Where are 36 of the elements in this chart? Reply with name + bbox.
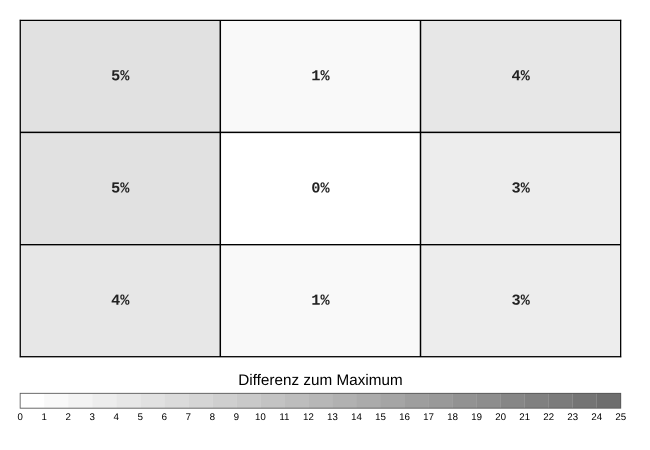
color-bar-label: 23 xyxy=(568,413,578,420)
color-bar-label: 13 xyxy=(328,413,338,420)
color-bar-label: 22 xyxy=(544,413,554,420)
color-bar-label: 15 xyxy=(376,413,386,420)
data-label: 1% xyxy=(312,70,330,80)
color-bar-label: 0 xyxy=(18,413,22,420)
data-label: 1% xyxy=(312,294,330,305)
color-bar-label: 5 xyxy=(138,413,143,420)
color-bar-label: 19 xyxy=(472,413,482,420)
color-bar-label: 7 xyxy=(186,413,191,420)
color-bar-label: 20 xyxy=(496,413,506,420)
color-bar-label: 1 xyxy=(42,413,46,420)
color-bar-title: Differenz zum Maximum xyxy=(239,374,402,386)
color-bar-label: 16 xyxy=(400,413,410,420)
color-bar-label: 18 xyxy=(448,413,458,420)
color-bar-label: 25 xyxy=(616,413,626,420)
color-bar-label: 17 xyxy=(424,413,434,420)
color-bar-label: 11 xyxy=(280,413,289,420)
color-bar-label: 10 xyxy=(256,413,266,420)
data-label: 4% xyxy=(112,294,130,305)
color-bar-label: 2 xyxy=(66,413,70,420)
data-label: 3% xyxy=(512,182,530,193)
data-label: 5% xyxy=(112,70,130,80)
color-bar-label: 8 xyxy=(210,413,215,420)
color-bar-label: 12 xyxy=(304,413,314,420)
color-bar-label: 4 xyxy=(114,413,119,420)
data-label: 3% xyxy=(512,294,530,305)
color-bar-label: 14 xyxy=(352,413,362,420)
data-label: 4% xyxy=(512,70,530,80)
data-label: 5% xyxy=(112,182,130,193)
color-bar-label: 9 xyxy=(234,413,239,420)
color-bar-label: 3 xyxy=(90,413,94,420)
color-bar-label: 6 xyxy=(162,413,167,420)
data-label: 0% xyxy=(312,182,330,193)
color-bar-label: 24 xyxy=(592,413,602,420)
color-bar-label: 21 xyxy=(520,413,530,420)
